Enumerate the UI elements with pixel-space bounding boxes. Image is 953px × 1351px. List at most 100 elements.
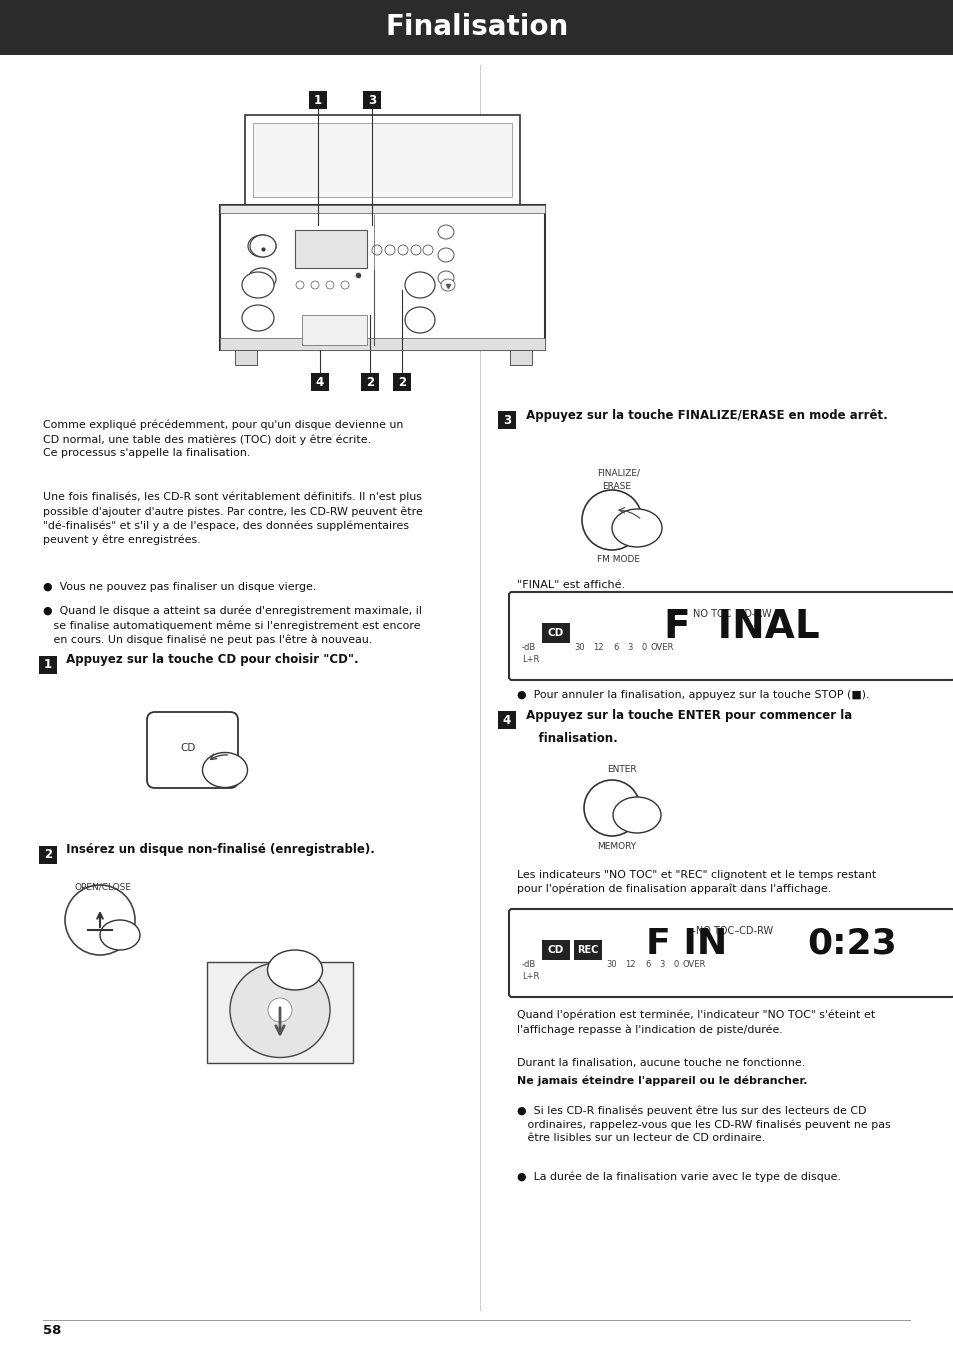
Ellipse shape (242, 305, 274, 331)
Text: ●  Quand le disque a atteint sa durée d'enregistrement maximale, il
   se finali: ● Quand le disque a atteint sa durée d'e… (43, 607, 421, 646)
Text: ●  Pour annuler la finalisation, appuyez sur la touche STOP (■).: ● Pour annuler la finalisation, appuyez … (517, 690, 868, 700)
Ellipse shape (440, 280, 455, 290)
Ellipse shape (405, 307, 435, 332)
Text: "FINAL" est affiché.: "FINAL" est affiché. (517, 580, 624, 590)
Bar (245, 115, 519, 205)
Bar (311, 373, 329, 390)
Text: 12: 12 (592, 643, 602, 653)
Text: -dB: -dB (521, 961, 536, 969)
Bar (360, 373, 378, 390)
Circle shape (311, 281, 318, 289)
Text: OPEN/CLOSE: OPEN/CLOSE (75, 882, 132, 892)
Text: Comme expliqué précédemment, pour qu'un disque devienne un
CD normal, une table : Comme expliqué précédemment, pour qu'un … (43, 420, 403, 458)
Text: ●  La durée de la finalisation varie avec le type de disque.: ● La durée de la finalisation varie avec… (517, 1173, 840, 1182)
Text: ●  Si les CD-R finalisés peuvent être lus sur des lecteurs de CD
   ordinaires, : ● Si les CD-R finalisés peuvent être lus… (517, 1105, 890, 1143)
Circle shape (411, 245, 420, 255)
Text: 4: 4 (502, 713, 511, 727)
Text: Les indicateurs "NO TOC" et "REC" clignotent et le temps restant
pour l'opératio: Les indicateurs "NO TOC" et "REC" cligno… (517, 870, 876, 894)
Text: 58: 58 (43, 1324, 61, 1336)
Text: L+R: L+R (521, 971, 538, 981)
Text: CD: CD (547, 944, 563, 955)
FancyBboxPatch shape (207, 962, 353, 1063)
Text: 3: 3 (659, 961, 664, 969)
Text: 1: 1 (44, 658, 52, 671)
Text: 1: 1 (314, 93, 322, 107)
Text: 2: 2 (397, 376, 406, 389)
Bar (497, 711, 516, 730)
Text: FM MODE: FM MODE (597, 555, 639, 563)
Circle shape (581, 490, 641, 550)
Text: –NO TOC–CD-RW: –NO TOC–CD-RW (690, 925, 772, 936)
Text: 0:23: 0:23 (806, 927, 896, 961)
Text: 3: 3 (627, 643, 632, 653)
Text: FINALIZE/: FINALIZE/ (597, 467, 639, 477)
Bar (574, 940, 601, 961)
Ellipse shape (248, 267, 275, 290)
Ellipse shape (612, 509, 661, 547)
Circle shape (340, 281, 349, 289)
FancyBboxPatch shape (147, 712, 237, 788)
Bar (0, 0, 953, 55)
Ellipse shape (230, 962, 330, 1058)
Ellipse shape (202, 753, 247, 788)
Text: 4: 4 (315, 376, 324, 389)
Text: Quand l'opération est terminée, l'indicateur "NO TOC" s'éteint et
l'affichage re: Quand l'opération est terminée, l'indica… (517, 1011, 874, 1035)
FancyBboxPatch shape (509, 592, 953, 680)
Text: 12: 12 (624, 961, 635, 969)
Bar (294, 230, 367, 267)
Circle shape (268, 998, 292, 1021)
Text: Appuyez sur la touche CD pour choisir "CD".: Appuyez sur la touche CD pour choisir "C… (62, 654, 358, 666)
Circle shape (583, 780, 639, 836)
Ellipse shape (248, 235, 275, 257)
Text: CD: CD (180, 743, 195, 753)
Bar (39, 657, 57, 674)
Bar (234, 350, 256, 365)
Text: 2: 2 (44, 848, 52, 862)
Text: ●  Vous ne pouvez pas finaliser un disque vierge.: ● Vous ne pouvez pas finaliser un disque… (43, 582, 315, 592)
Text: L+R: L+R (521, 655, 538, 663)
Text: REC: REC (577, 944, 598, 955)
Text: 3: 3 (368, 93, 375, 107)
Bar (253, 123, 512, 197)
Bar (541, 940, 569, 961)
Circle shape (326, 281, 334, 289)
Text: Appuyez sur la touche ENTER pour commencer la: Appuyez sur la touche ENTER pour commenc… (521, 708, 851, 721)
Ellipse shape (250, 235, 275, 257)
Circle shape (372, 245, 381, 255)
Text: 0: 0 (640, 643, 646, 653)
Text: CD: CD (547, 628, 563, 638)
Text: F  INAL: F INAL (663, 608, 819, 646)
Circle shape (422, 245, 433, 255)
Text: F IN: F IN (646, 927, 727, 961)
Circle shape (65, 885, 135, 955)
Bar (363, 91, 380, 109)
Bar (393, 373, 411, 390)
Text: Finalisation: Finalisation (385, 14, 568, 41)
Circle shape (295, 281, 304, 289)
Bar (510, 350, 532, 365)
Bar (302, 315, 367, 345)
FancyBboxPatch shape (509, 909, 953, 997)
Bar (541, 623, 569, 643)
Bar (220, 338, 544, 350)
Circle shape (397, 245, 408, 255)
Text: Appuyez sur la touche FINALIZE/ERASE en mode arrêt.: Appuyez sur la touche FINALIZE/ERASE en … (521, 408, 887, 422)
Text: NO TOC  CD-RW: NO TOC CD-RW (692, 609, 771, 619)
Text: -dB: -dB (521, 643, 536, 653)
Bar (220, 205, 544, 213)
Text: 3: 3 (502, 413, 511, 427)
Bar (220, 205, 544, 350)
Ellipse shape (437, 249, 454, 262)
Text: Insérez un disque non-finalisé (enregistrable).: Insérez un disque non-finalisé (enregist… (62, 843, 375, 857)
Ellipse shape (437, 272, 454, 285)
Ellipse shape (267, 950, 322, 990)
Bar (497, 411, 516, 430)
Text: 2: 2 (366, 376, 374, 389)
Text: 6: 6 (644, 961, 650, 969)
Text: 30: 30 (574, 643, 585, 653)
Text: MEMORY: MEMORY (597, 842, 636, 851)
Text: 30: 30 (606, 961, 617, 969)
Circle shape (385, 245, 395, 255)
Text: ENTER: ENTER (606, 765, 636, 774)
Bar (309, 91, 327, 109)
